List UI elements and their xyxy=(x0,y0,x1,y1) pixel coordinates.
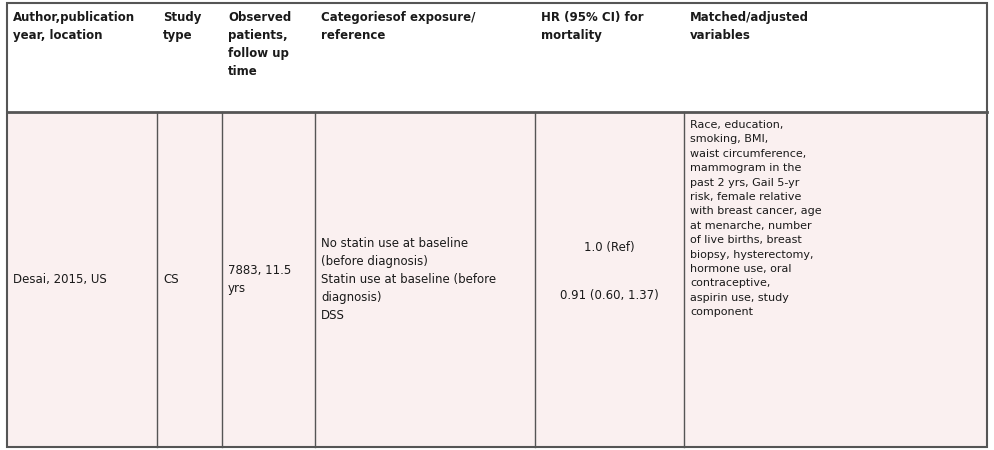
Bar xyxy=(7,3,987,112)
Text: 7883, 11.5
yrs: 7883, 11.5 yrs xyxy=(228,264,291,295)
Text: Author,publication
year, location: Author,publication year, location xyxy=(13,11,135,42)
Text: Race, education,
smoking, BMI,
waist circumference,
mammogram in the
past 2 yrs,: Race, education, smoking, BMI, waist cir… xyxy=(690,120,822,317)
Text: No statin use at baseline
(before diagnosis)
Statin use at baseline (before
diag: No statin use at baseline (before diagno… xyxy=(321,237,496,322)
Text: CS: CS xyxy=(163,273,179,286)
Text: Matched/adjusted
variables: Matched/adjusted variables xyxy=(690,11,809,42)
Text: HR (95% CI) for
mortality: HR (95% CI) for mortality xyxy=(541,11,644,42)
Text: 0.91 (0.60, 1.37): 0.91 (0.60, 1.37) xyxy=(561,289,659,302)
Text: Desai, 2015, US: Desai, 2015, US xyxy=(13,273,106,286)
Text: Categoriesof exposure/
reference: Categoriesof exposure/ reference xyxy=(321,11,475,42)
Text: 1.0 (Ref): 1.0 (Ref) xyxy=(584,241,635,254)
Bar xyxy=(7,112,987,447)
Text: Observed
patients,
follow up
time: Observed patients, follow up time xyxy=(228,11,291,78)
Text: Study
type: Study type xyxy=(163,11,202,42)
